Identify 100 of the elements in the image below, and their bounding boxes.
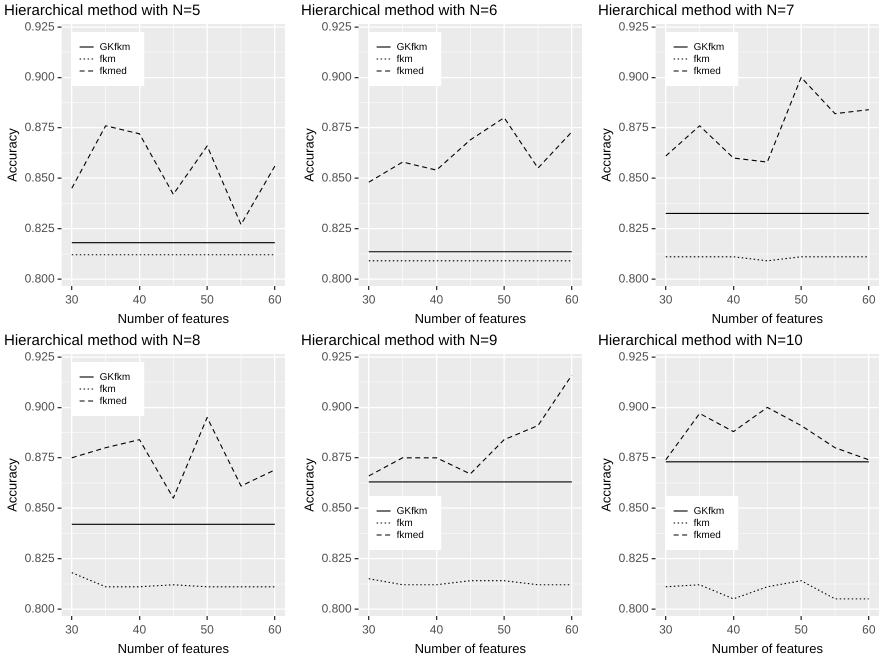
y-tick-label: 0.800 (322, 271, 352, 286)
x-tick-label: 40 (132, 622, 146, 637)
chart-title: Hierarchical method with N=9 (301, 332, 498, 350)
legend-label: fkmed (694, 530, 721, 541)
y-tick-label: 0.825 (618, 220, 649, 235)
chart-title: Hierarchical method with N=6 (301, 2, 498, 20)
y-tick-label: 0.925 (322, 349, 352, 364)
y-tick-label: 0.850 (618, 170, 649, 184)
y-tick-label: 0.800 (24, 601, 55, 616)
chart-title: Hierarchical method with N=7 (598, 2, 794, 20)
legend-label: GKfkm (396, 42, 428, 53)
legend-label: fkm (694, 518, 710, 529)
x-tick-label: 50 (794, 622, 808, 637)
y-tick-label: 0.900 (24, 70, 55, 84)
x-tick-label: 40 (726, 622, 740, 637)
chart-title: Hierarchical method with N=5 (4, 2, 200, 20)
legend-label: fkmed (396, 66, 424, 77)
y-tick-label: 0.925 (24, 19, 55, 34)
y-tick-label: 0.825 (618, 550, 649, 565)
legend-label: fkmed (100, 396, 127, 407)
line-series (368, 374, 572, 476)
legend-label: fkmed (396, 530, 424, 541)
x-tick-label: 30 (362, 622, 376, 637)
x-tick-label: 30 (362, 292, 376, 307)
x-tick-label: 30 (659, 622, 673, 637)
y-tick-label: 0.900 (322, 400, 352, 414)
x-tick-label: 50 (200, 292, 214, 307)
x-tick-label: 40 (430, 622, 444, 637)
legend-label: GKfkm (694, 42, 724, 53)
x-tick-label: 60 (565, 622, 579, 637)
y-tick-label: 0.800 (618, 271, 649, 286)
x-axis-title: Number of features (118, 640, 230, 656)
y-axis-title: Accuracy (301, 128, 316, 182)
x-axis-title: Number of features (414, 310, 526, 326)
x-tick-label: 50 (497, 622, 512, 637)
y-tick-label: 0.850 (24, 170, 55, 184)
y-tick-label: 0.875 (618, 450, 649, 464)
legend-label: fkmed (694, 66, 721, 77)
legend-label: fkmed (100, 66, 127, 77)
x-tick-label: 30 (65, 622, 79, 637)
x-tick-label: 60 (268, 292, 282, 307)
y-tick-label: 0.875 (618, 120, 649, 134)
y-tick-label: 0.825 (24, 550, 55, 565)
x-axis-title: Number of features (118, 310, 230, 326)
x-axis-title: Number of features (414, 640, 526, 656)
y-tick-label: 0.900 (618, 400, 649, 414)
y-tick-label: 0.800 (24, 271, 55, 286)
y-tick-label: 0.925 (618, 349, 649, 364)
legend-label: GKfkm (396, 506, 428, 517)
x-tick-label: 60 (565, 292, 579, 307)
y-tick-label: 0.850 (322, 170, 352, 184)
line-series (368, 117, 572, 183)
x-axis-title: Number of features (712, 640, 824, 656)
x-tick-label: 30 (65, 292, 79, 307)
line-series (665, 76, 870, 163)
y-tick-label: 0.925 (618, 19, 649, 34)
y-tick-label: 0.875 (24, 120, 55, 134)
y-tick-label: 0.850 (618, 500, 649, 514)
line-series (71, 125, 276, 226)
y-tick-label: 0.825 (24, 220, 55, 235)
chart-title: Hierarchical method with N=8 (4, 332, 200, 350)
x-tick-label: 50 (497, 292, 512, 307)
legend-label: fkm (396, 518, 413, 529)
legend-label: GKfkm (100, 42, 130, 53)
x-tick-label: 50 (794, 292, 808, 307)
x-tick-label: 30 (659, 292, 673, 307)
y-tick-label: 0.850 (24, 500, 55, 514)
y-tick-label: 0.900 (24, 400, 55, 414)
line-series (71, 416, 276, 499)
y-tick-label: 0.875 (24, 450, 55, 464)
legend-label: GKfkm (100, 372, 130, 383)
y-tick-label: 0.900 (322, 70, 352, 84)
y-axis-title: Accuracy (301, 458, 316, 512)
y-axis-title: Accuracy (4, 128, 20, 182)
y-tick-label: 0.875 (322, 450, 352, 464)
legend-label: GKfkm (694, 506, 724, 517)
y-tick-label: 0.825 (322, 550, 352, 565)
x-tick-label: 60 (862, 622, 876, 637)
y-tick-label: 0.800 (618, 601, 649, 616)
x-tick-label: 40 (430, 292, 444, 307)
legend-label: fkm (396, 54, 413, 65)
x-tick-label: 40 (726, 292, 740, 307)
y-axis-title: Accuracy (598, 128, 614, 182)
y-tick-label: 0.925 (24, 349, 55, 364)
x-axis-title: Number of features (712, 310, 824, 326)
legend-label: fkm (694, 54, 710, 65)
y-tick-label: 0.850 (322, 500, 352, 514)
legend-label: fkm (100, 384, 116, 395)
chart-title: Hierarchical method with N=10 (598, 332, 803, 350)
y-axis-title: Accuracy (598, 458, 614, 512)
y-tick-label: 0.800 (322, 601, 352, 616)
line-series (665, 580, 870, 600)
y-tick-label: 0.825 (322, 220, 352, 235)
x-tick-label: 60 (862, 292, 876, 307)
legend-label: fkm (100, 54, 116, 65)
y-tick-label: 0.875 (322, 120, 352, 134)
y-tick-label: 0.925 (322, 19, 352, 34)
y-tick-label: 0.900 (618, 70, 649, 84)
y-axis-title: Accuracy (4, 458, 20, 512)
x-tick-label: 40 (132, 292, 146, 307)
